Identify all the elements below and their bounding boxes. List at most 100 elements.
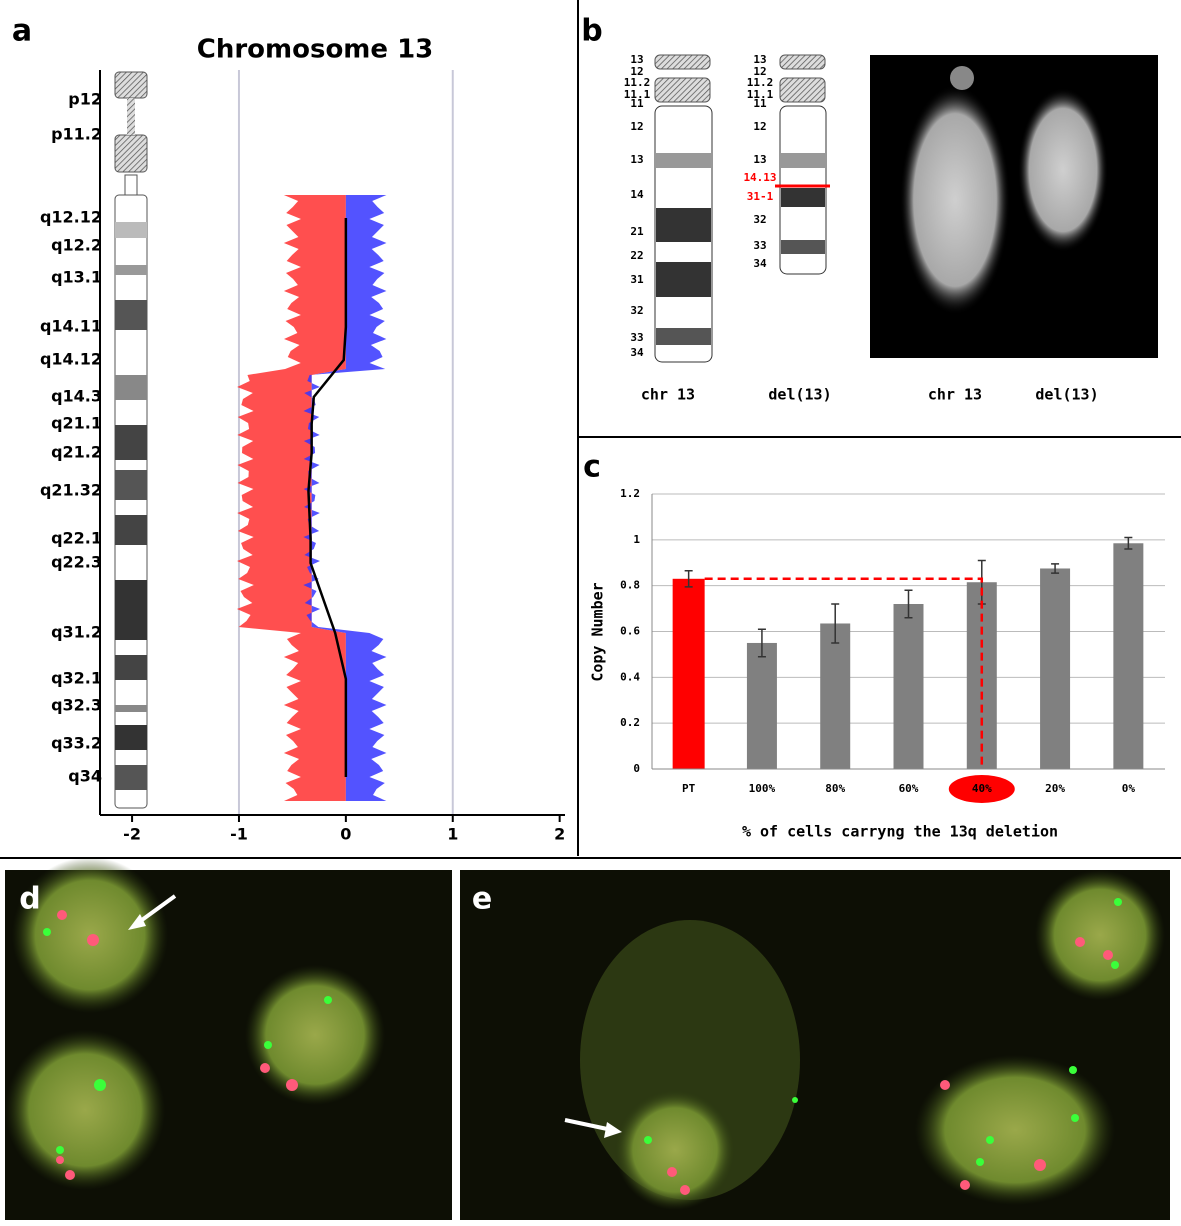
band-label: 12 <box>630 120 643 133</box>
x-tick-label: 0% <box>1122 782 1136 795</box>
y-tick-label: 0.6 <box>620 625 640 638</box>
panel-letter: d <box>19 882 40 917</box>
band <box>115 725 147 750</box>
band <box>114 134 148 173</box>
band <box>781 153 825 168</box>
x-tick-label: 100% <box>749 782 776 795</box>
x-tick-label: 80% <box>825 782 845 795</box>
y-tick-label: q12.2 <box>51 236 102 255</box>
x-tick-label: 2 <box>554 825 565 844</box>
panel-letter: a <box>12 14 32 49</box>
scatter-cloud <box>303 195 387 801</box>
x-tick-label: PT <box>682 782 696 795</box>
band-label: 11.2 <box>624 76 651 89</box>
caption: del(13) <box>768 386 831 404</box>
band-label: 12 <box>630 65 643 78</box>
band-label: 31-1 <box>747 190 774 203</box>
x-tick-label: -1 <box>230 825 248 844</box>
band <box>115 375 147 400</box>
error-bar <box>831 603 840 644</box>
band <box>115 470 147 500</box>
y-tick-label: 0 <box>633 762 640 775</box>
x-tick-label: -2 <box>123 825 141 844</box>
band-label: 22 <box>630 249 643 262</box>
band-label: 31 <box>630 273 644 286</box>
band-label: 14 <box>630 188 644 201</box>
y-tick-label: 1 <box>633 533 640 546</box>
panel-letter: c <box>583 450 601 485</box>
band <box>654 54 711 70</box>
y-axis-label: Copy Number <box>589 582 607 681</box>
y-tick-label: 0.8 <box>620 579 640 592</box>
y-tick-label: q32.1 <box>51 669 102 688</box>
ideogram <box>114 71 148 809</box>
band-label: 34 <box>753 257 767 270</box>
reference-line <box>704 577 984 769</box>
x-axis-label: % of cells carryng the 13q deletion <box>742 823 1058 841</box>
band <box>115 265 147 275</box>
band <box>115 765 147 790</box>
line-series <box>307 218 348 777</box>
band-label: 32 <box>753 213 766 226</box>
y-tick-label: p11.2 <box>51 125 102 144</box>
x-tick-label: 1 <box>447 825 458 844</box>
y-tick-label: q22.1 <box>51 529 102 548</box>
y-tick-label: q34 <box>68 767 102 786</box>
band <box>115 655 147 680</box>
x-tick-label: 0 <box>340 825 351 844</box>
band-label: 21 <box>630 225 644 238</box>
y-tick-label: q33.2 <box>51 734 102 753</box>
y-tick-label: p12 <box>68 90 102 109</box>
panel-letter: e <box>472 882 492 917</box>
error-bar <box>1051 563 1060 574</box>
bar <box>672 578 705 769</box>
band <box>656 328 711 345</box>
y-tick-label: q14.3 <box>51 387 102 406</box>
band-label: 14.13 <box>743 171 776 184</box>
band-label: 13 <box>753 153 766 166</box>
y-tick-label: 1.2 <box>620 487 640 500</box>
y-tick-label: 0.2 <box>620 716 640 729</box>
band <box>114 71 148 99</box>
stalk <box>127 98 135 135</box>
y-tick-label: q32.3 <box>51 696 102 715</box>
y-tick-label: q21.32 <box>40 481 102 500</box>
band <box>115 515 147 545</box>
highlight <box>948 775 1015 803</box>
bar <box>893 604 924 769</box>
error-bar <box>757 628 766 658</box>
band <box>781 188 825 207</box>
bar <box>966 582 997 769</box>
q-arm <box>114 194 148 809</box>
band-label: 13 <box>630 153 643 166</box>
band-label: 11.2 <box>747 76 774 89</box>
caption: chr 13 <box>928 386 982 404</box>
band-label: 34 <box>630 346 644 359</box>
scatter-cloud <box>236 195 346 801</box>
band <box>779 77 826 103</box>
y-tick-label: q21.1 <box>51 414 102 433</box>
bar <box>1113 543 1144 769</box>
band <box>115 300 147 330</box>
x-tick-label: 60% <box>899 782 919 795</box>
band-label: 13 <box>753 53 766 66</box>
error-bar <box>904 589 913 619</box>
fish-image-e <box>460 870 1170 1220</box>
band-label: 11.1 <box>747 88 774 101</box>
bar <box>746 642 777 769</box>
y-tick-label: q31.2 <box>51 623 102 642</box>
band-label: 11.1 <box>624 88 651 101</box>
y-tick-label: q14.12 <box>40 350 102 369</box>
band-label: 32 <box>630 304 643 317</box>
band <box>115 425 147 460</box>
y-tick-label: q13.1 <box>51 268 102 287</box>
bar <box>820 623 851 769</box>
band <box>654 77 711 103</box>
x-tick-label: 40% <box>972 782 992 795</box>
band-label: 13 <box>630 53 643 66</box>
dividers <box>0 0 1181 859</box>
y-tick-label: q12.12 <box>40 208 102 227</box>
band <box>115 705 147 712</box>
caption: del(13) <box>1035 386 1098 404</box>
fish-image-d <box>5 857 452 1220</box>
